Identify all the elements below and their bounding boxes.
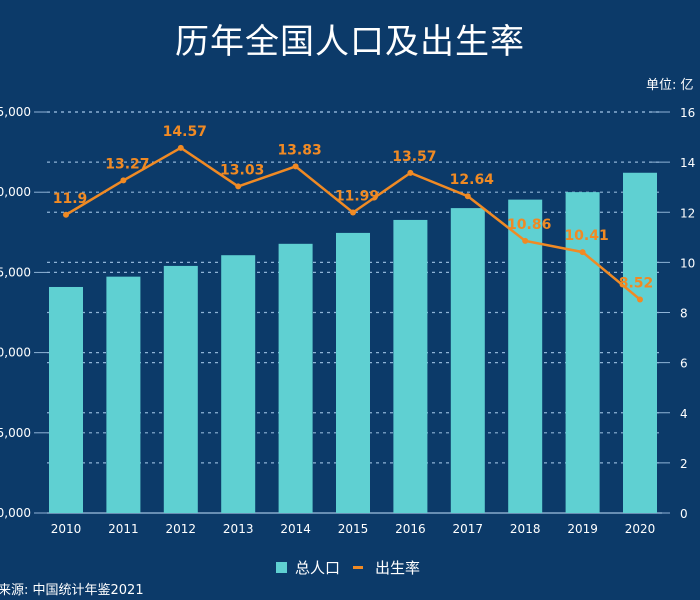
right-tick-label: 12 [680,206,695,220]
birth-rate-point-2012 [177,144,184,151]
x-tick-label: 2015 [338,522,369,536]
birth-rate-label: 13.57 [392,149,436,165]
right-tick-label: 14 [680,156,695,170]
bar-2013 [221,255,256,513]
birth-rate-point-2010 [63,211,69,218]
birth-rate-label: 11.99 [335,189,379,205]
x-tick-label: 2013 [223,522,254,536]
bar-2017 [450,208,485,513]
bar-2015 [336,232,370,513]
x-tick-label: 2018 [510,522,541,536]
birth-rate-label: 13.27 [105,156,149,172]
bar-2012 [163,265,198,513]
legend-label-population: 总人口 [295,559,340,577]
birth-rate-point-2017 [464,193,471,200]
right-tick-label: 6 [680,357,688,371]
legend-label-birth-rate: 出生率 [375,559,420,577]
birth-rate-label: 10.41 [564,228,608,244]
x-tick-label: 2011 [108,522,139,536]
birth-rate-point-2016 [407,169,414,176]
bar-2018 [508,199,543,513]
bar-2016 [393,219,428,513]
birth-rate-label: 10.86 [507,217,551,233]
x-tick-label: 2017 [453,522,484,536]
unit-label: 单位: 亿 [646,78,694,93]
x-tick-label: 2014 [280,522,311,536]
right-tick-label: 0 [680,507,688,521]
left-tick-label: 0,000 [0,346,31,360]
bar-2010 [49,286,83,513]
right-tick-label: 16 [680,106,695,120]
birth-rate-label: 11.9 [53,191,88,207]
left-tick-label: 0,000 [0,506,31,520]
left-tick-label: 5,000 [0,426,31,440]
legend-swatch-birth-rate [353,566,363,569]
birth-rate-point-2011 [120,177,127,184]
left-tick-label: 5,000 [0,265,31,279]
birth-rate-point-2019 [579,249,586,256]
left-tick-label: 5,000 [0,105,31,119]
bar-2020 [623,172,657,513]
bar-2014 [278,243,313,514]
x-tick-label: 2019 [567,522,598,536]
birth-rate-label: 14.57 [163,124,207,140]
left-tick-label: 0,000 [0,185,31,199]
x-tick-label: 2016 [395,522,426,536]
right-tick-label: 4 [680,407,688,421]
birth-rate-label: 13.83 [277,142,321,158]
birth-rate-label: 8.52 [619,275,654,291]
chart-title: 历年全国人口及出生率 [175,22,525,62]
right-tick-label: 8 [680,307,688,321]
birth-rate-label: 13.03 [220,162,264,178]
birth-rate-point-2015 [350,209,356,216]
x-tick-label: 2012 [166,522,197,536]
birth-rate-point-2018 [522,237,529,244]
right-tick-label: 10 [680,256,695,270]
birth-rate-label: 12.64 [450,172,495,188]
x-tick-label: 2020 [625,522,656,536]
birth-rate-point-2013 [235,183,242,190]
bar-2011 [106,276,141,513]
legend-swatch-population [276,562,287,573]
bar-2019 [565,192,600,513]
source-note: 来源: 中国统计年鉴2021 [0,583,144,598]
birth-rate-point-2020 [637,296,643,303]
x-tick-label: 2010 [51,522,82,536]
right-tick-label: 2 [680,457,688,471]
birth-rate-point-2014 [292,163,299,170]
